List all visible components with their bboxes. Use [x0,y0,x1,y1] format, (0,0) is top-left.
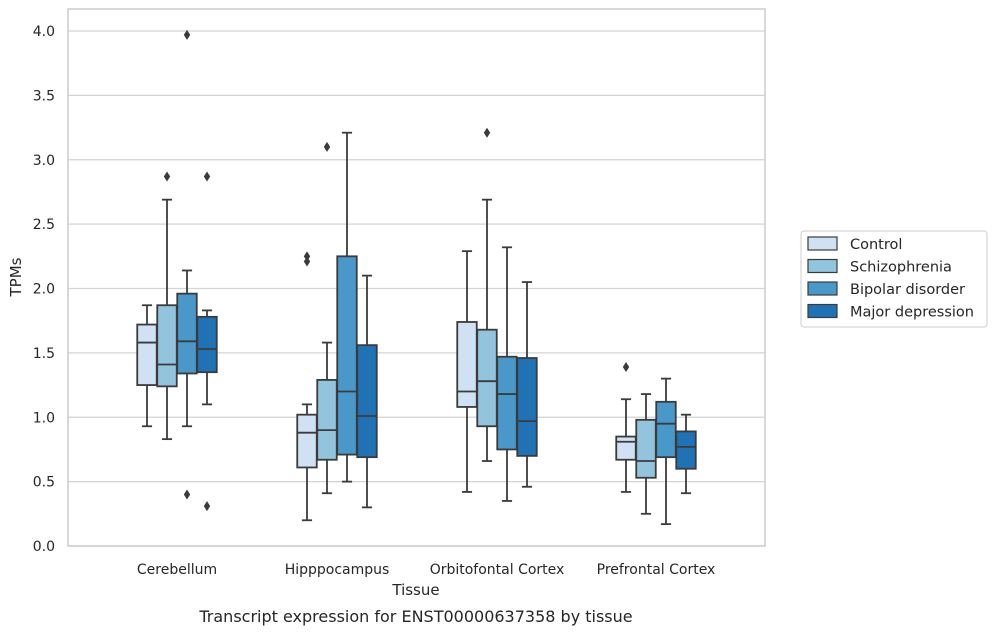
box-1-1 [316,141,338,495]
x-tick-label: Cerebellum [137,562,217,578]
outlier-point [622,362,630,373]
x-axis-title: Tissue [391,581,439,599]
legend: Control Schizophrenia Bipolar disorder Majo… [800,230,988,328]
box-body [176,292,198,375]
y-axis-title: TPMs [7,257,25,297]
box-2-2 [496,246,518,502]
y-tick-label: 2.0 [33,282,55,298]
legend-swatch [807,258,838,274]
outlier-point [163,171,171,182]
box-0-2 [456,250,478,493]
box-body [296,413,318,469]
box-3-3 [675,413,697,495]
y-tick-label: 0.5 [33,475,55,491]
box-body [136,323,158,386]
outlier-point [303,251,311,262]
box-1-0 [156,171,178,441]
legend-frame [800,230,988,328]
box-2-0 [176,29,198,500]
box-0-0 [136,304,158,428]
box-3-1 [356,274,378,509]
outlier-point [183,29,191,40]
y-tick-label: 3.5 [33,88,55,104]
box-body [675,430,697,470]
box-body [456,321,478,408]
outlier-point [323,141,331,152]
x-tick-label: Orbitofontal Cortex [430,562,565,578]
gridlines [68,30,765,547]
legend-label: Major depression [850,305,974,321]
y-tick-label: 4.0 [33,24,55,40]
y-tick-labels: 0.0 0.5 1.0 1.5 2.0 2.5 3.0 3.5 4.0 [33,24,55,555]
box-body [316,379,338,461]
outlier-point [483,127,491,138]
box-body [635,418,657,479]
box-body [615,435,637,461]
box-body [196,315,218,374]
y-tick-label: 1.5 [33,346,55,362]
y-tick-label: 1.0 [33,410,55,426]
box-2-1 [336,131,358,483]
box-body [496,355,518,451]
box-body [156,304,178,388]
legend-swatch [807,303,838,319]
box-body [336,255,358,456]
y-tick-label: 2.5 [33,217,55,233]
box-body [356,344,378,459]
outlier-point [183,489,191,500]
legend-label: Bipolar disorder [850,282,965,298]
box-2-3 [655,377,677,526]
box-3-0 [196,171,218,512]
outlier-point [303,256,311,267]
box-3-2 [516,281,538,488]
legend-label: Control [850,237,902,253]
x-tick-label: Prefrontal Cortex [597,562,716,578]
y-tick-label: 0.0 [33,539,55,555]
box-1-3 [635,393,657,515]
box-body [476,328,498,428]
plot-frame [67,8,766,547]
outlier-point [203,171,211,182]
legend-label: Schizophrenia [850,260,952,276]
box-body [516,357,538,457]
x-tick-label: Hipppocampus [285,562,390,578]
legend-swatch [807,281,838,296]
box-0-1 [296,251,318,522]
x-tick-labels: Cerebellum Hipppocampus Orbitofontal Corte… [137,562,715,578]
chart-caption: Transcript expression for ENST0000063735… [198,607,632,626]
box-body [655,400,677,459]
y-tick-label: 3.0 [33,153,55,169]
box-0-3 [615,362,637,493]
box-1-2 [476,127,498,462]
boxes [136,29,697,526]
outlier-point [203,501,211,512]
legend-swatch [807,236,838,251]
